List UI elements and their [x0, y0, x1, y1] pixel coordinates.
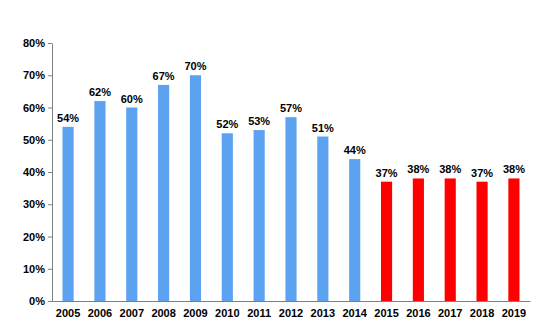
x-tick: 2005	[56, 301, 80, 319]
bar	[317, 137, 328, 301]
data-labels: 54% 62% 60% 67% 70% 52% 53% 57% 51% 44% 37% 38% 38% 3…	[57, 60, 525, 178]
data-label: 53%	[248, 115, 270, 127]
x-tick: 2009	[183, 301, 207, 319]
bar	[349, 159, 360, 301]
bar	[508, 178, 519, 301]
y-tick-label: 40%	[23, 166, 45, 178]
data-label: 57%	[280, 102, 302, 114]
y-tick-mark	[48, 269, 52, 270]
bar	[190, 75, 201, 301]
x-tick-label: 2013	[311, 307, 335, 319]
x-tick: 2007	[120, 301, 144, 319]
y-tick-mark	[48, 43, 52, 44]
y-tick: 40%	[23, 166, 52, 178]
y-tick-label: 20%	[23, 231, 45, 243]
bar	[381, 182, 392, 301]
x-tick: 2014	[342, 301, 367, 319]
bars	[63, 75, 520, 301]
x-tick: 2006	[88, 301, 112, 319]
x-tick-label: 2012	[279, 307, 303, 319]
data-label: 70%	[184, 60, 206, 72]
x-axis: 2005 2006 2007 2008 2009 2010 2011 2012 2013 2014…	[53, 301, 531, 319]
data-label: 51%	[312, 122, 334, 134]
x-tick: 2008	[151, 301, 175, 319]
x-tick-label: 2006	[88, 307, 112, 319]
x-tick-label: 2019	[502, 307, 526, 319]
y-tick: 50%	[23, 134, 52, 146]
data-label: 38%	[503, 163, 525, 175]
y-axis: 0% 10% 20% 30% 40% 50% 60% 70% 80%	[23, 37, 53, 307]
bar	[445, 178, 456, 301]
y-tick-mark	[48, 204, 52, 205]
bar	[413, 178, 424, 301]
y-tick-mark	[48, 75, 52, 76]
bar	[94, 101, 105, 301]
y-tick-mark	[48, 172, 52, 173]
x-tick: 2016	[406, 301, 430, 319]
x-tick: 2011	[247, 301, 271, 319]
x-tick: 2017	[438, 301, 462, 319]
y-tick-mark	[48, 108, 52, 109]
x-tick: 2012	[279, 301, 303, 319]
y-tick-label: 60%	[23, 102, 45, 114]
y-tick-label: 30%	[23, 198, 45, 210]
chart: 0%10%20%30%40%50%60%70%80%20052006200720…	[0, 0, 544, 334]
x-tick-label: 2014	[342, 307, 367, 319]
y-tick: 0%	[29, 295, 52, 307]
y-axis-line	[52, 44, 53, 302]
y-tick: 80%	[23, 37, 52, 49]
y-tick: 10%	[23, 263, 52, 275]
data-label: 54%	[57, 112, 79, 124]
bar	[158, 85, 169, 301]
y-tick: 20%	[23, 231, 52, 243]
data-label: 52%	[216, 118, 238, 130]
x-tick: 2015	[374, 301, 398, 319]
y-tick-label: 80%	[23, 37, 45, 49]
x-tick: 2010	[215, 301, 239, 319]
bar	[222, 133, 233, 301]
y-tick: 70%	[23, 69, 52, 81]
y-tick-mark	[48, 140, 52, 141]
x-tick: 2013	[311, 301, 335, 319]
x-tick-label: 2010	[215, 307, 239, 319]
data-label: 38%	[439, 163, 461, 175]
x-tick-label: 2011	[247, 307, 271, 319]
bar	[476, 182, 487, 301]
y-tick-mark	[48, 237, 52, 238]
plot: 0%10%20%30%40%50%60%70%80%20052006200720…	[23, 37, 531, 319]
data-label: 60%	[121, 93, 143, 105]
x-tick-label: 2017	[438, 307, 462, 319]
x-tick-label: 2008	[151, 307, 175, 319]
x-tick-label: 2015	[374, 307, 398, 319]
x-tick-label: 2009	[183, 307, 207, 319]
data-label: 37%	[376, 167, 398, 179]
x-tick-label: 2018	[470, 307, 494, 319]
bar	[63, 127, 74, 301]
bar	[254, 130, 265, 301]
data-label: 44%	[344, 144, 366, 156]
x-tick: 2018	[470, 301, 494, 319]
x-tick-label: 2016	[406, 307, 430, 319]
x-tick-label: 2007	[120, 307, 144, 319]
y-tick-label: 0%	[29, 295, 45, 307]
y-tick-label: 10%	[23, 263, 45, 275]
data-label: 62%	[89, 86, 111, 98]
y-tick-label: 70%	[23, 69, 45, 81]
x-tick: 2019	[502, 301, 526, 319]
y-tick-mark	[48, 301, 52, 302]
x-tick-label: 2005	[56, 307, 80, 319]
y-tick-label: 50%	[23, 134, 45, 146]
bar	[126, 108, 137, 302]
x-axis-line	[53, 301, 531, 302]
bar	[285, 117, 296, 301]
y-tick: 60%	[23, 102, 52, 114]
y-tick: 30%	[23, 198, 52, 210]
data-label: 38%	[407, 163, 429, 175]
data-label: 37%	[471, 167, 493, 179]
data-label: 67%	[153, 70, 175, 82]
